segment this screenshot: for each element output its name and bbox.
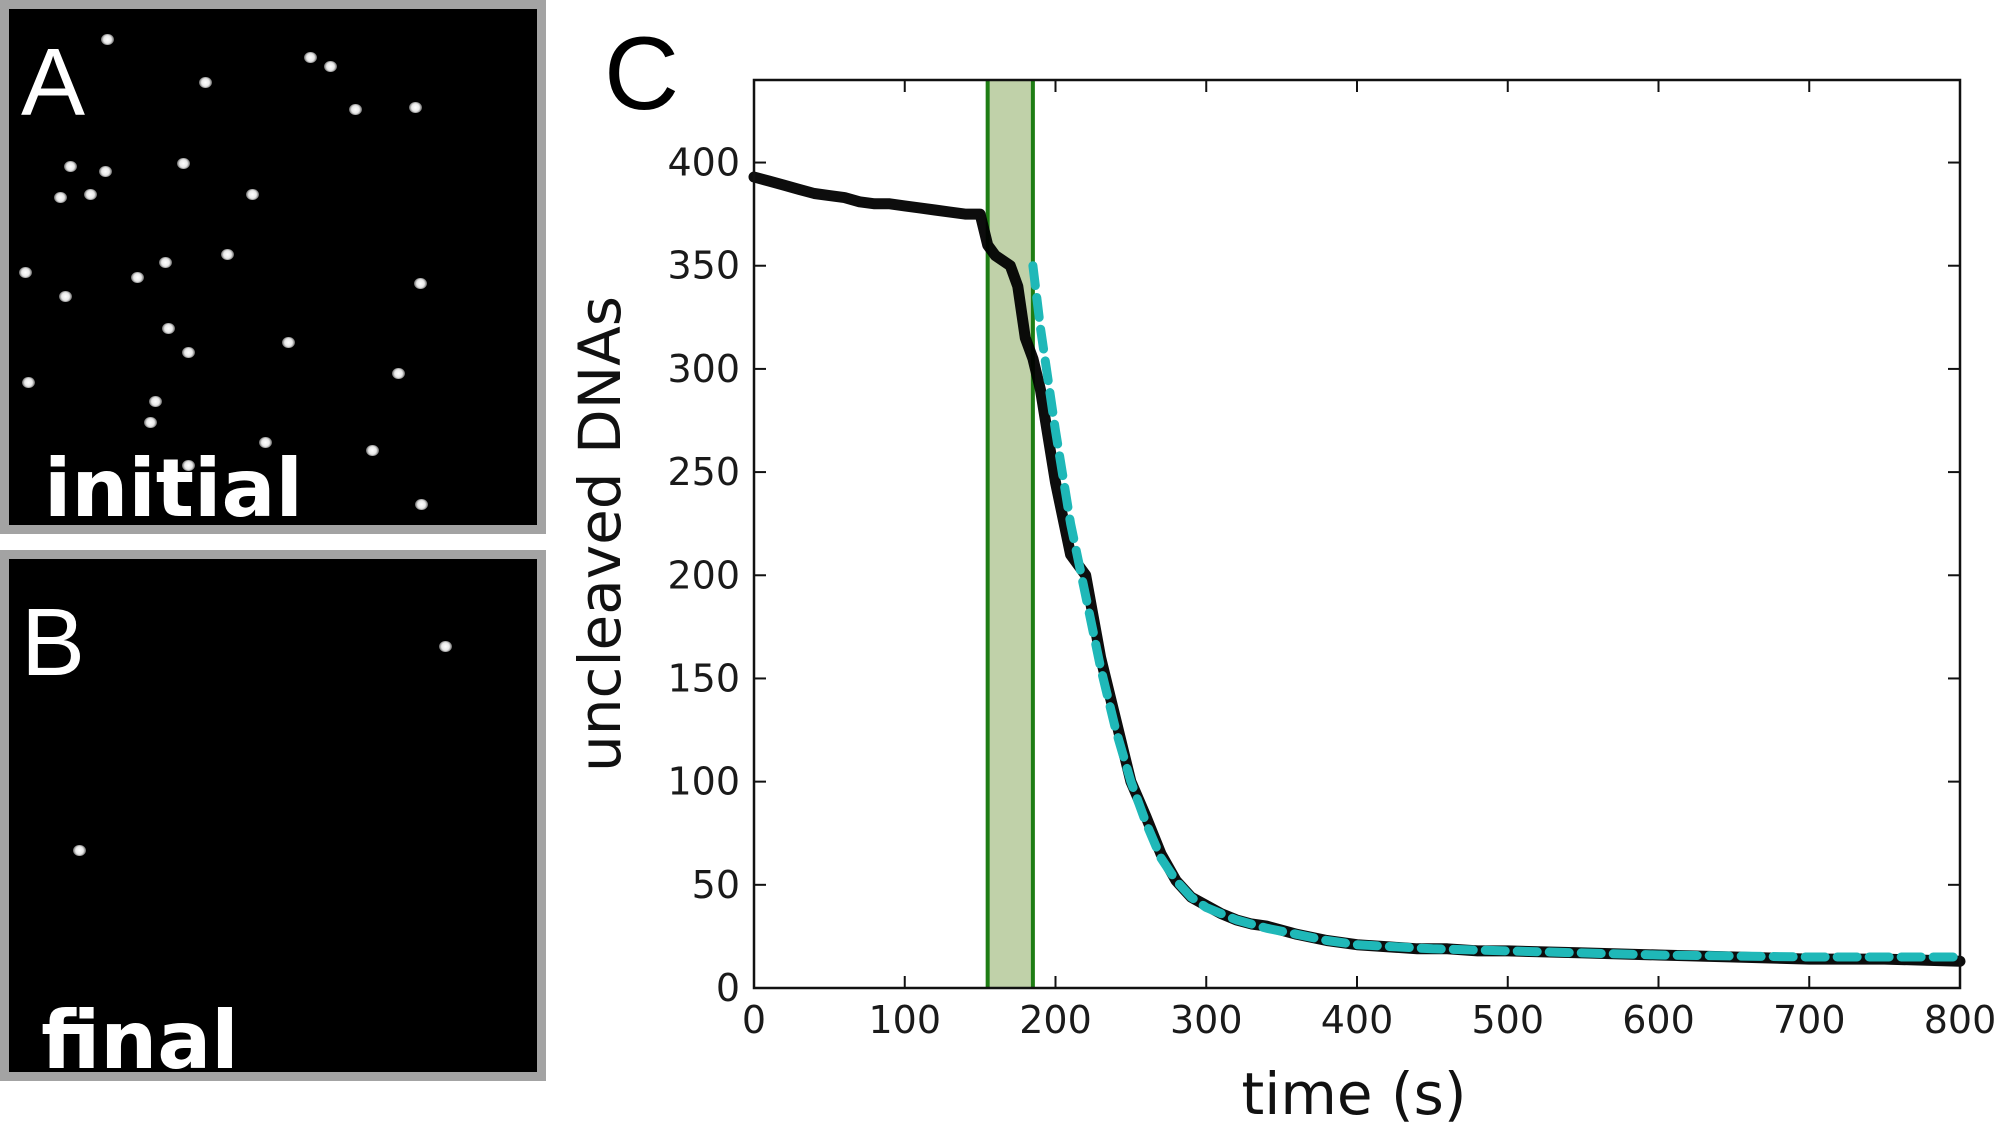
panel-a-spot — [99, 166, 112, 177]
y-tick-label: 150 — [667, 656, 740, 700]
series-line-data — [748, 171, 1966, 967]
panel-a-image: A initial — [0, 0, 546, 534]
panel-a-spot — [414, 278, 427, 289]
panel-a-spot — [144, 417, 157, 428]
panel-b-spot — [439, 641, 452, 652]
y-axis-label: uncleaved DNAs — [566, 296, 634, 772]
series-line-fit — [1028, 261, 1965, 962]
x-tick-label: 300 — [1170, 998, 1243, 1042]
panel-a-spot — [131, 272, 144, 283]
panel-a-spot — [282, 337, 295, 348]
y-tick-label: 100 — [667, 760, 740, 804]
shaded-region — [987, 80, 1033, 988]
y-tick-label: 250 — [667, 450, 740, 494]
panel-a-spot — [324, 61, 337, 72]
panel-b-caption: final — [41, 994, 239, 1087]
plot-frame — [752, 78, 1962, 990]
panel-a-spot — [415, 499, 428, 510]
panel-a-spot — [84, 189, 97, 200]
y-tick-label: 200 — [667, 553, 740, 597]
y-tick-label: 400 — [667, 141, 740, 185]
x-tick-label: 400 — [1321, 998, 1394, 1042]
panel-a-spot — [246, 189, 259, 200]
panel-a-spot — [177, 158, 190, 169]
y-tick-label: 0 — [716, 966, 740, 1010]
panel-a-spot — [182, 347, 195, 358]
panel-a-spot — [19, 267, 32, 278]
panel-a-spot — [64, 161, 77, 172]
x-tick-label: 600 — [1622, 998, 1695, 1042]
panel-a-spot — [149, 396, 162, 407]
panel-a-letter: A — [21, 29, 86, 136]
axes-layer: 0 100 200 300 400 500 600 700 800 0 50 100 150 200 250… — [667, 78, 1997, 1042]
x-tick-label: 800 — [1924, 998, 1997, 1042]
series-layer — [748, 171, 1966, 967]
panel-a-spot — [182, 460, 195, 471]
panel-a-spot — [259, 437, 272, 448]
x-tick-label: 100 — [868, 998, 941, 1042]
x-axis-label: time (s) — [1242, 1060, 1467, 1128]
panel-a-spot — [366, 445, 379, 456]
x-tick-label: 700 — [1773, 998, 1846, 1042]
panel-a-spot — [409, 102, 422, 113]
shaded-region-layer — [985, 80, 1035, 988]
panel-b-spot — [73, 845, 86, 856]
panel-a-spot — [54, 192, 67, 203]
panel-a-caption: initial — [44, 442, 303, 535]
y-tick-label: 300 — [667, 347, 740, 391]
x-tick-label: 200 — [1019, 998, 1092, 1042]
panel-a-spot — [199, 77, 212, 88]
panel-a-spot — [304, 52, 317, 63]
x-tick-label: 0 — [742, 998, 766, 1042]
panel-a-spot — [349, 104, 362, 115]
panel-b-letter: B — [21, 589, 86, 696]
panel-a-spot — [22, 377, 35, 388]
panel-a-spot — [392, 368, 405, 379]
panel-a-spot — [162, 323, 175, 334]
y-tick-label: 350 — [667, 244, 740, 288]
panel-a-spot — [101, 34, 114, 45]
panel-b-image: B final — [0, 550, 546, 1081]
panel-c-letter: C — [604, 16, 680, 132]
x-tick-label: 500 — [1471, 998, 1544, 1042]
panel-a-spot — [221, 249, 234, 260]
panel-a-spot — [59, 291, 72, 302]
y-tick-label: 50 — [692, 863, 740, 907]
panel-a-spot — [159, 257, 172, 268]
